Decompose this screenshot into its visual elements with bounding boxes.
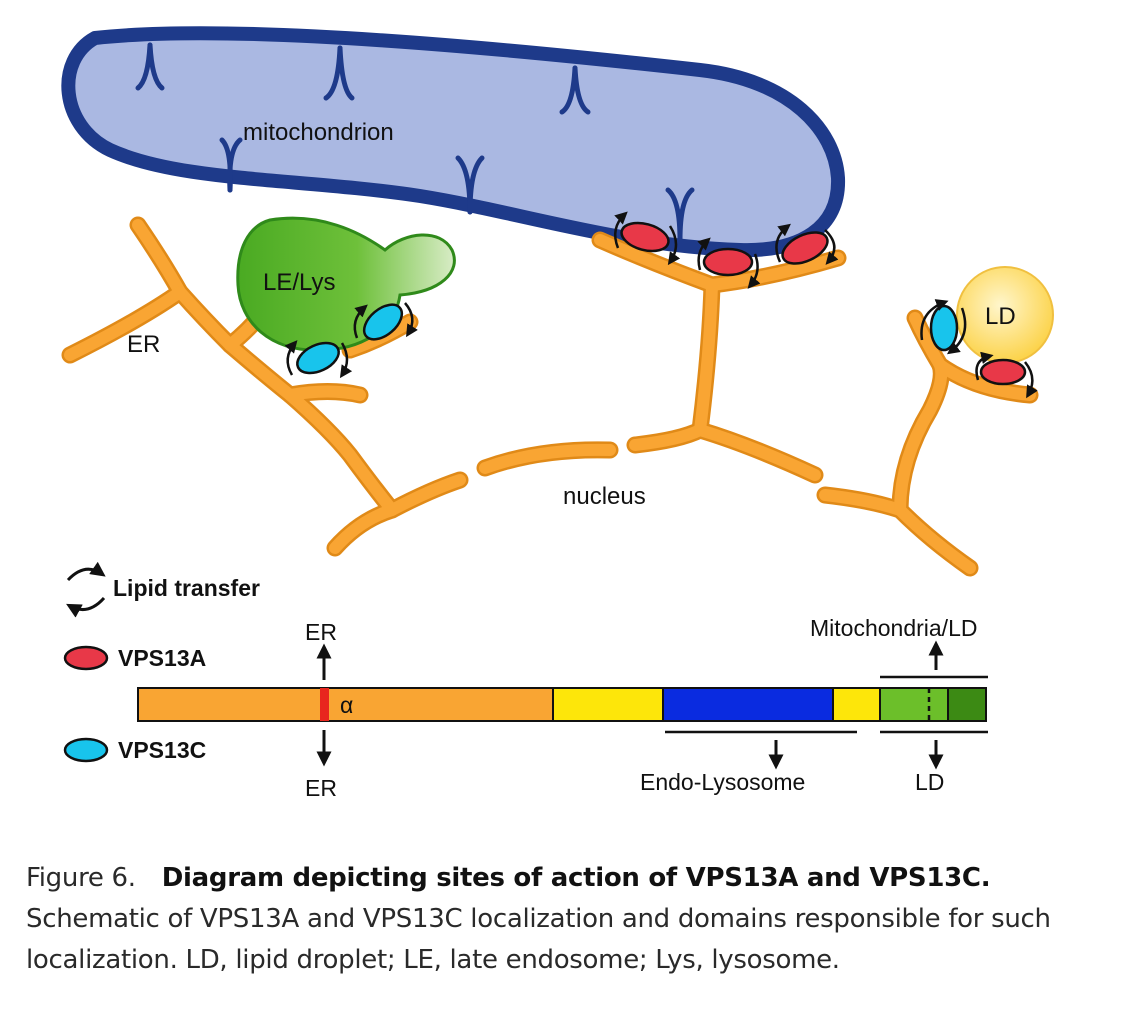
vps13-diagram: mitochondrion bbox=[61, 26, 1054, 801]
legend-vps13c-marker bbox=[63, 737, 109, 763]
legend-vps13a-label: VPS13A bbox=[118, 645, 206, 671]
le-lys-organelle bbox=[236, 216, 456, 352]
lipid-transfer-arrows bbox=[284, 211, 1038, 399]
domain-arrows bbox=[768, 640, 944, 770]
legend-lipid-transfer-icon bbox=[66, 561, 106, 618]
ld-bottom-label: LD bbox=[915, 769, 944, 795]
figure-caption: Figure 6. Diagram depicting sites of acti… bbox=[26, 858, 1116, 981]
vps13c-lys-contacts bbox=[296, 303, 404, 375]
legend-lipid-transfer-label: Lipid transfer bbox=[113, 575, 260, 601]
alpha-helix-marker bbox=[320, 688, 329, 721]
figure-number: Figure 6. bbox=[26, 863, 136, 893]
legend-vps13a-marker bbox=[63, 645, 109, 671]
caption-title: Diagram depicting sites of action of VPS… bbox=[161, 863, 991, 893]
mito-ld-bracket bbox=[665, 675, 988, 734]
er-network bbox=[61, 216, 1039, 577]
ld-label: LD bbox=[985, 303, 1016, 330]
er-top-label: ER bbox=[305, 619, 337, 645]
domain-bar bbox=[137, 687, 987, 722]
er-bottom-label: ER bbox=[305, 775, 337, 801]
caption-text: Schematic of VPS13A and VPS13C localizat… bbox=[26, 904, 1051, 975]
alpha-label: α bbox=[340, 692, 353, 718]
le-lys-label: LE/Lys bbox=[263, 269, 335, 296]
mito-ld-label: Mitochondria/LD bbox=[810, 615, 977, 641]
er-label: ER bbox=[127, 331, 160, 358]
legend-vps13c-label: VPS13C bbox=[118, 737, 206, 763]
mitochondrion-label: mitochondrion bbox=[243, 119, 394, 146]
mitochondrion bbox=[61, 26, 846, 258]
endo-lysosome-label: Endo-Lysosome bbox=[640, 769, 805, 795]
vps13a-mito-contacts bbox=[620, 221, 829, 277]
nucleus-label: nucleus bbox=[563, 483, 646, 510]
